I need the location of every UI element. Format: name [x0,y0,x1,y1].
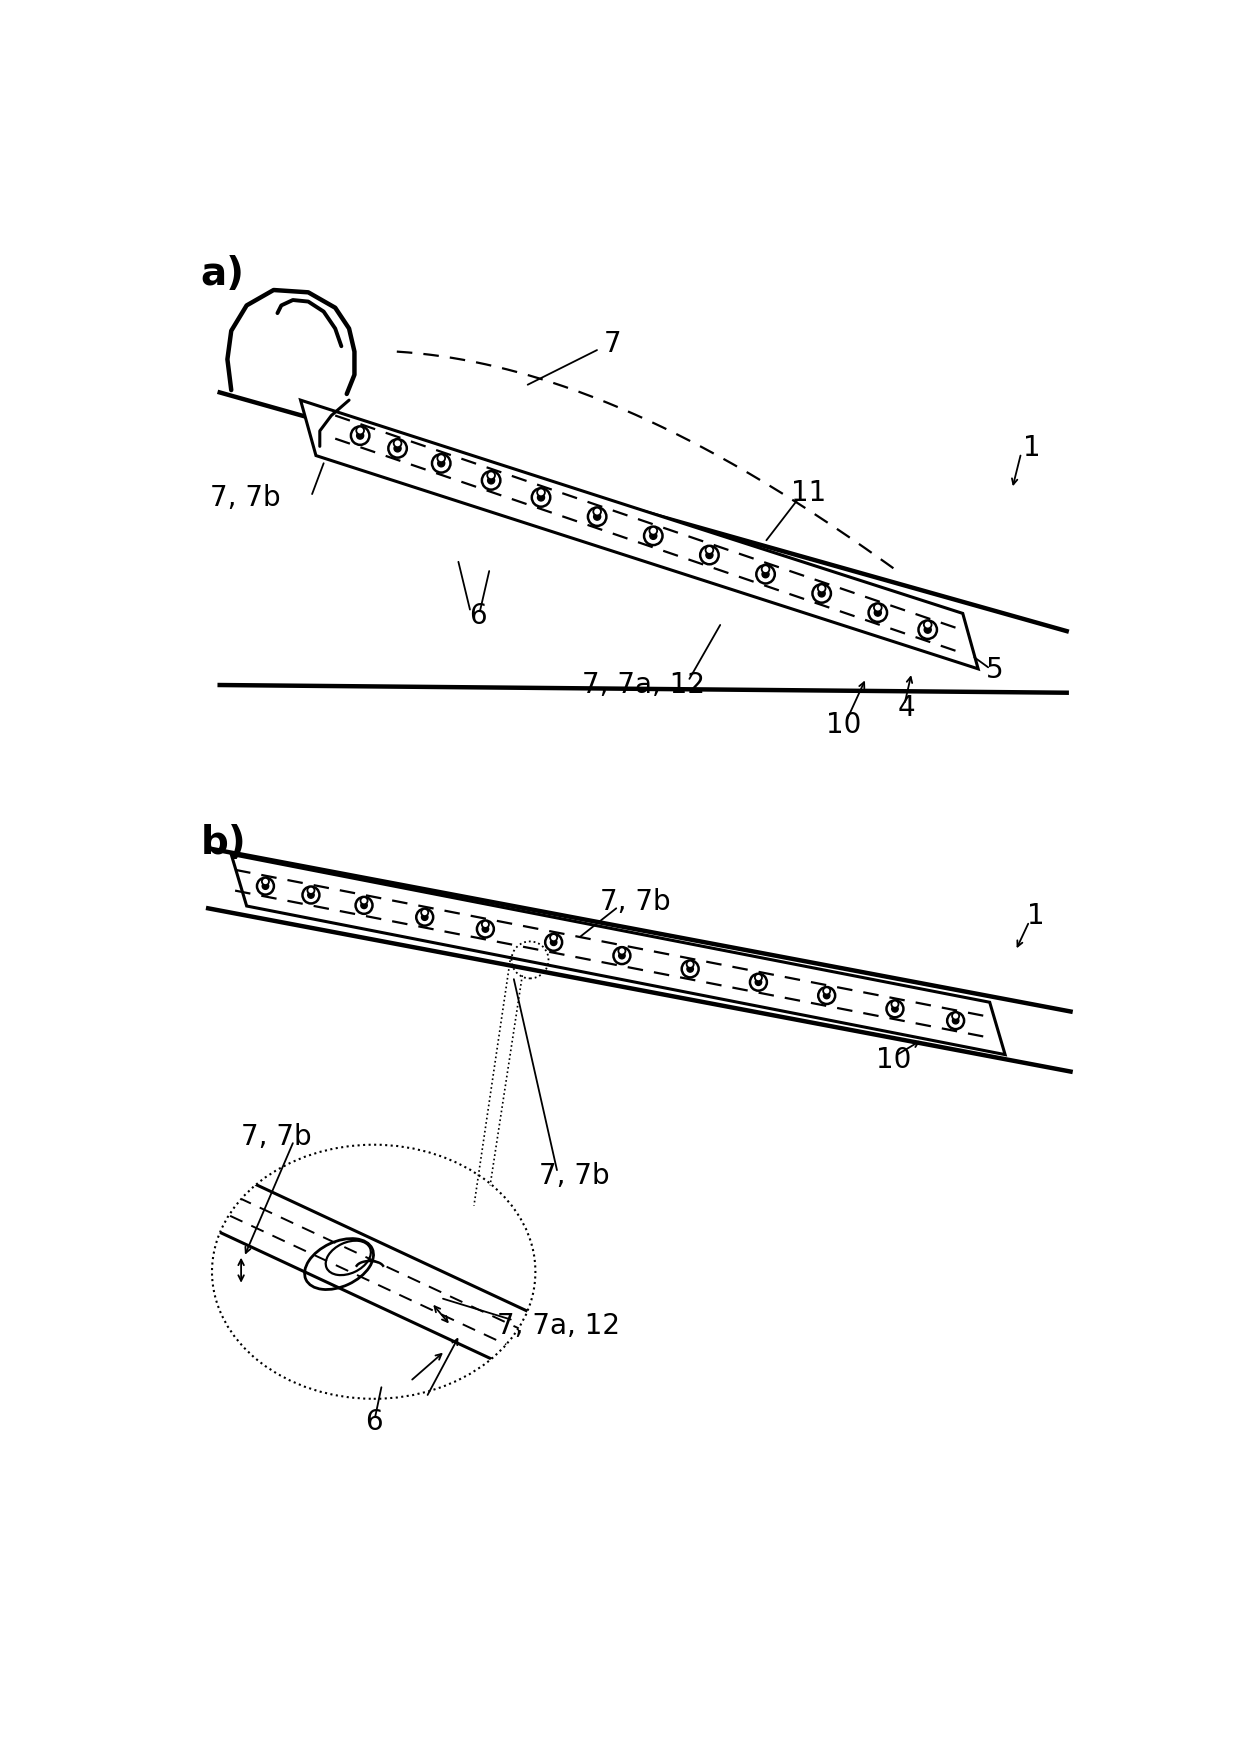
Circle shape [262,878,269,885]
Circle shape [432,455,450,472]
Circle shape [422,913,428,920]
Text: 1: 1 [1023,434,1040,462]
Polygon shape [300,401,978,669]
Text: 7, 7b: 7, 7b [211,485,281,512]
Circle shape [417,908,433,926]
Text: 7, 7a, 12: 7, 7a, 12 [582,671,704,699]
Circle shape [551,934,557,941]
Circle shape [532,488,551,507]
Text: 7, 7b: 7, 7b [242,1122,312,1150]
Circle shape [701,546,719,565]
Circle shape [257,878,274,894]
Circle shape [924,621,931,629]
Circle shape [482,471,501,490]
Text: a): a) [201,256,244,293]
Text: 5: 5 [986,655,1003,683]
Text: 1: 1 [1027,903,1045,931]
Circle shape [755,980,761,985]
Circle shape [357,432,363,439]
Circle shape [947,1013,963,1028]
Circle shape [308,892,314,898]
Circle shape [537,493,544,500]
Circle shape [887,1000,904,1018]
Circle shape [262,884,269,889]
Text: b): b) [201,824,247,861]
Circle shape [487,471,495,479]
Circle shape [952,1013,960,1020]
Circle shape [593,507,601,516]
Circle shape [868,603,887,622]
Circle shape [919,621,937,640]
Circle shape [361,903,367,908]
Polygon shape [231,854,1006,1055]
Circle shape [303,887,320,903]
Text: 7, 7a, 12: 7, 7a, 12 [497,1312,620,1340]
Circle shape [892,1000,899,1007]
Circle shape [422,908,428,917]
Text: 10: 10 [875,1046,911,1074]
Circle shape [750,974,766,990]
Circle shape [438,460,445,467]
Circle shape [761,565,770,573]
Circle shape [482,920,489,927]
Circle shape [706,551,713,558]
Text: 6: 6 [365,1408,382,1436]
Circle shape [818,584,826,593]
Circle shape [823,992,830,999]
Circle shape [546,934,562,950]
Circle shape [644,526,662,546]
Text: 7, 7b: 7, 7b [600,889,671,917]
Text: 4: 4 [898,694,915,722]
Circle shape [614,946,630,964]
Circle shape [351,427,370,444]
Circle shape [892,1006,898,1013]
Circle shape [756,565,775,584]
Circle shape [952,1018,959,1023]
Circle shape [924,626,931,633]
Circle shape [619,952,625,959]
Circle shape [438,455,445,462]
Circle shape [682,960,698,978]
Circle shape [477,920,494,938]
Circle shape [393,439,402,448]
Text: 7, 7b: 7, 7b [538,1161,609,1189]
Text: 6: 6 [469,601,486,629]
Text: 10: 10 [826,711,861,739]
Circle shape [650,532,657,539]
Circle shape [619,948,625,955]
Circle shape [551,939,557,945]
Circle shape [394,444,401,451]
Circle shape [763,570,769,577]
Text: 11: 11 [791,479,826,507]
Circle shape [874,608,882,615]
Circle shape [650,526,657,535]
Text: 7: 7 [604,329,621,357]
Circle shape [818,589,825,596]
Circle shape [812,584,831,603]
Circle shape [356,427,365,434]
Circle shape [594,512,600,519]
Circle shape [361,898,367,905]
Circle shape [818,987,836,1004]
Circle shape [537,488,544,497]
Circle shape [308,887,315,894]
Circle shape [706,546,713,554]
Circle shape [588,507,606,526]
Circle shape [687,960,693,967]
Circle shape [755,974,763,981]
Circle shape [356,898,372,913]
Circle shape [687,966,693,973]
Circle shape [482,926,489,933]
Circle shape [823,987,831,995]
Circle shape [487,478,495,485]
Circle shape [388,439,407,458]
Circle shape [874,603,882,612]
